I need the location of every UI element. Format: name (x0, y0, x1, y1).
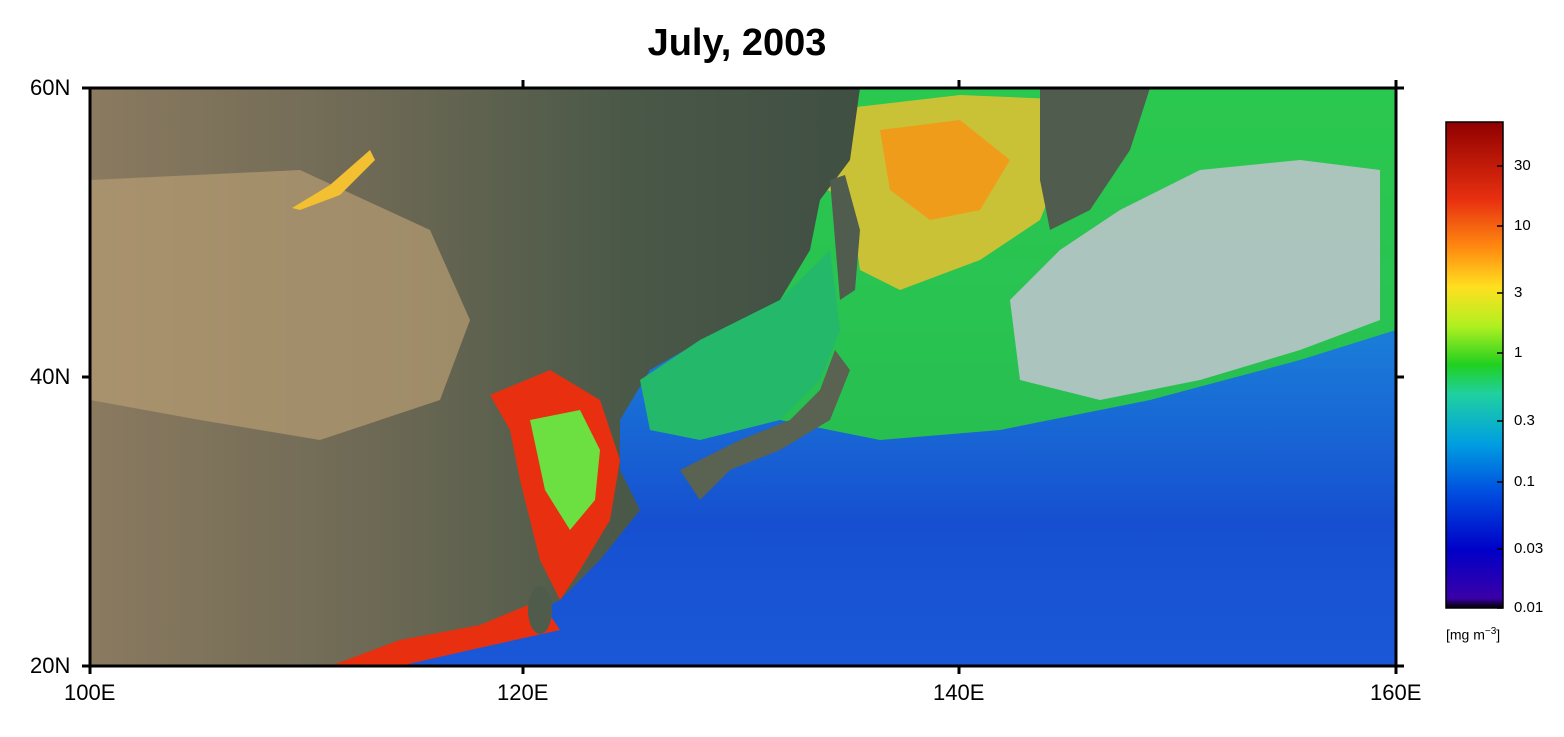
yellow-sea-inner (530, 410, 600, 530)
arid-region (90, 170, 470, 440)
map-area (90, 88, 1396, 666)
japan-islands (680, 350, 850, 500)
colorbar-label-0-3: 0.3 (1514, 412, 1535, 429)
taiwan (528, 586, 552, 634)
colorbar-label-0-03: 0.03 (1514, 540, 1544, 557)
colorbar (1445, 121, 1504, 609)
colorbar-label-10: 10 (1514, 217, 1531, 234)
colorbar-label-0-1: 0.1 (1514, 473, 1535, 490)
lat-label-20n: 20N (30, 653, 71, 678)
colorbar-label-30: 30 (1514, 157, 1531, 174)
unit-exponent: −3 (1484, 626, 1497, 637)
colorbar-label-1: 1 (1514, 344, 1523, 361)
lon-label-140e: 140E (933, 680, 985, 705)
colorbar-unit: [mg m−3] (1446, 626, 1500, 643)
lon-label-120e: 120E (497, 680, 549, 705)
okhotsk-bloom-core (880, 120, 1010, 220)
unit-prefix: [mg m (1446, 626, 1485, 643)
lake-baikal (292, 150, 375, 210)
cloud-cover (1010, 160, 1380, 400)
sakhalin (830, 175, 860, 300)
colorbar-label-0-01: 0.01 (1514, 599, 1544, 616)
lon-label-160e: 160E (1370, 680, 1422, 705)
unit-suffix: ] (1496, 626, 1501, 643)
colorbar-label-3: 3 (1514, 284, 1523, 301)
sea-of-japan (640, 250, 840, 440)
lon-label-100e: 100E (64, 680, 116, 705)
map-title: July, 2003 (647, 22, 827, 64)
axis-ticks (82, 80, 1404, 674)
lat-label-60n: 60N (30, 75, 71, 100)
colorbar-ticks (1497, 165, 1503, 609)
kamchatka (1040, 88, 1150, 230)
lat-label-40n: 40N (30, 364, 71, 389)
south-china-coast (330, 600, 560, 666)
